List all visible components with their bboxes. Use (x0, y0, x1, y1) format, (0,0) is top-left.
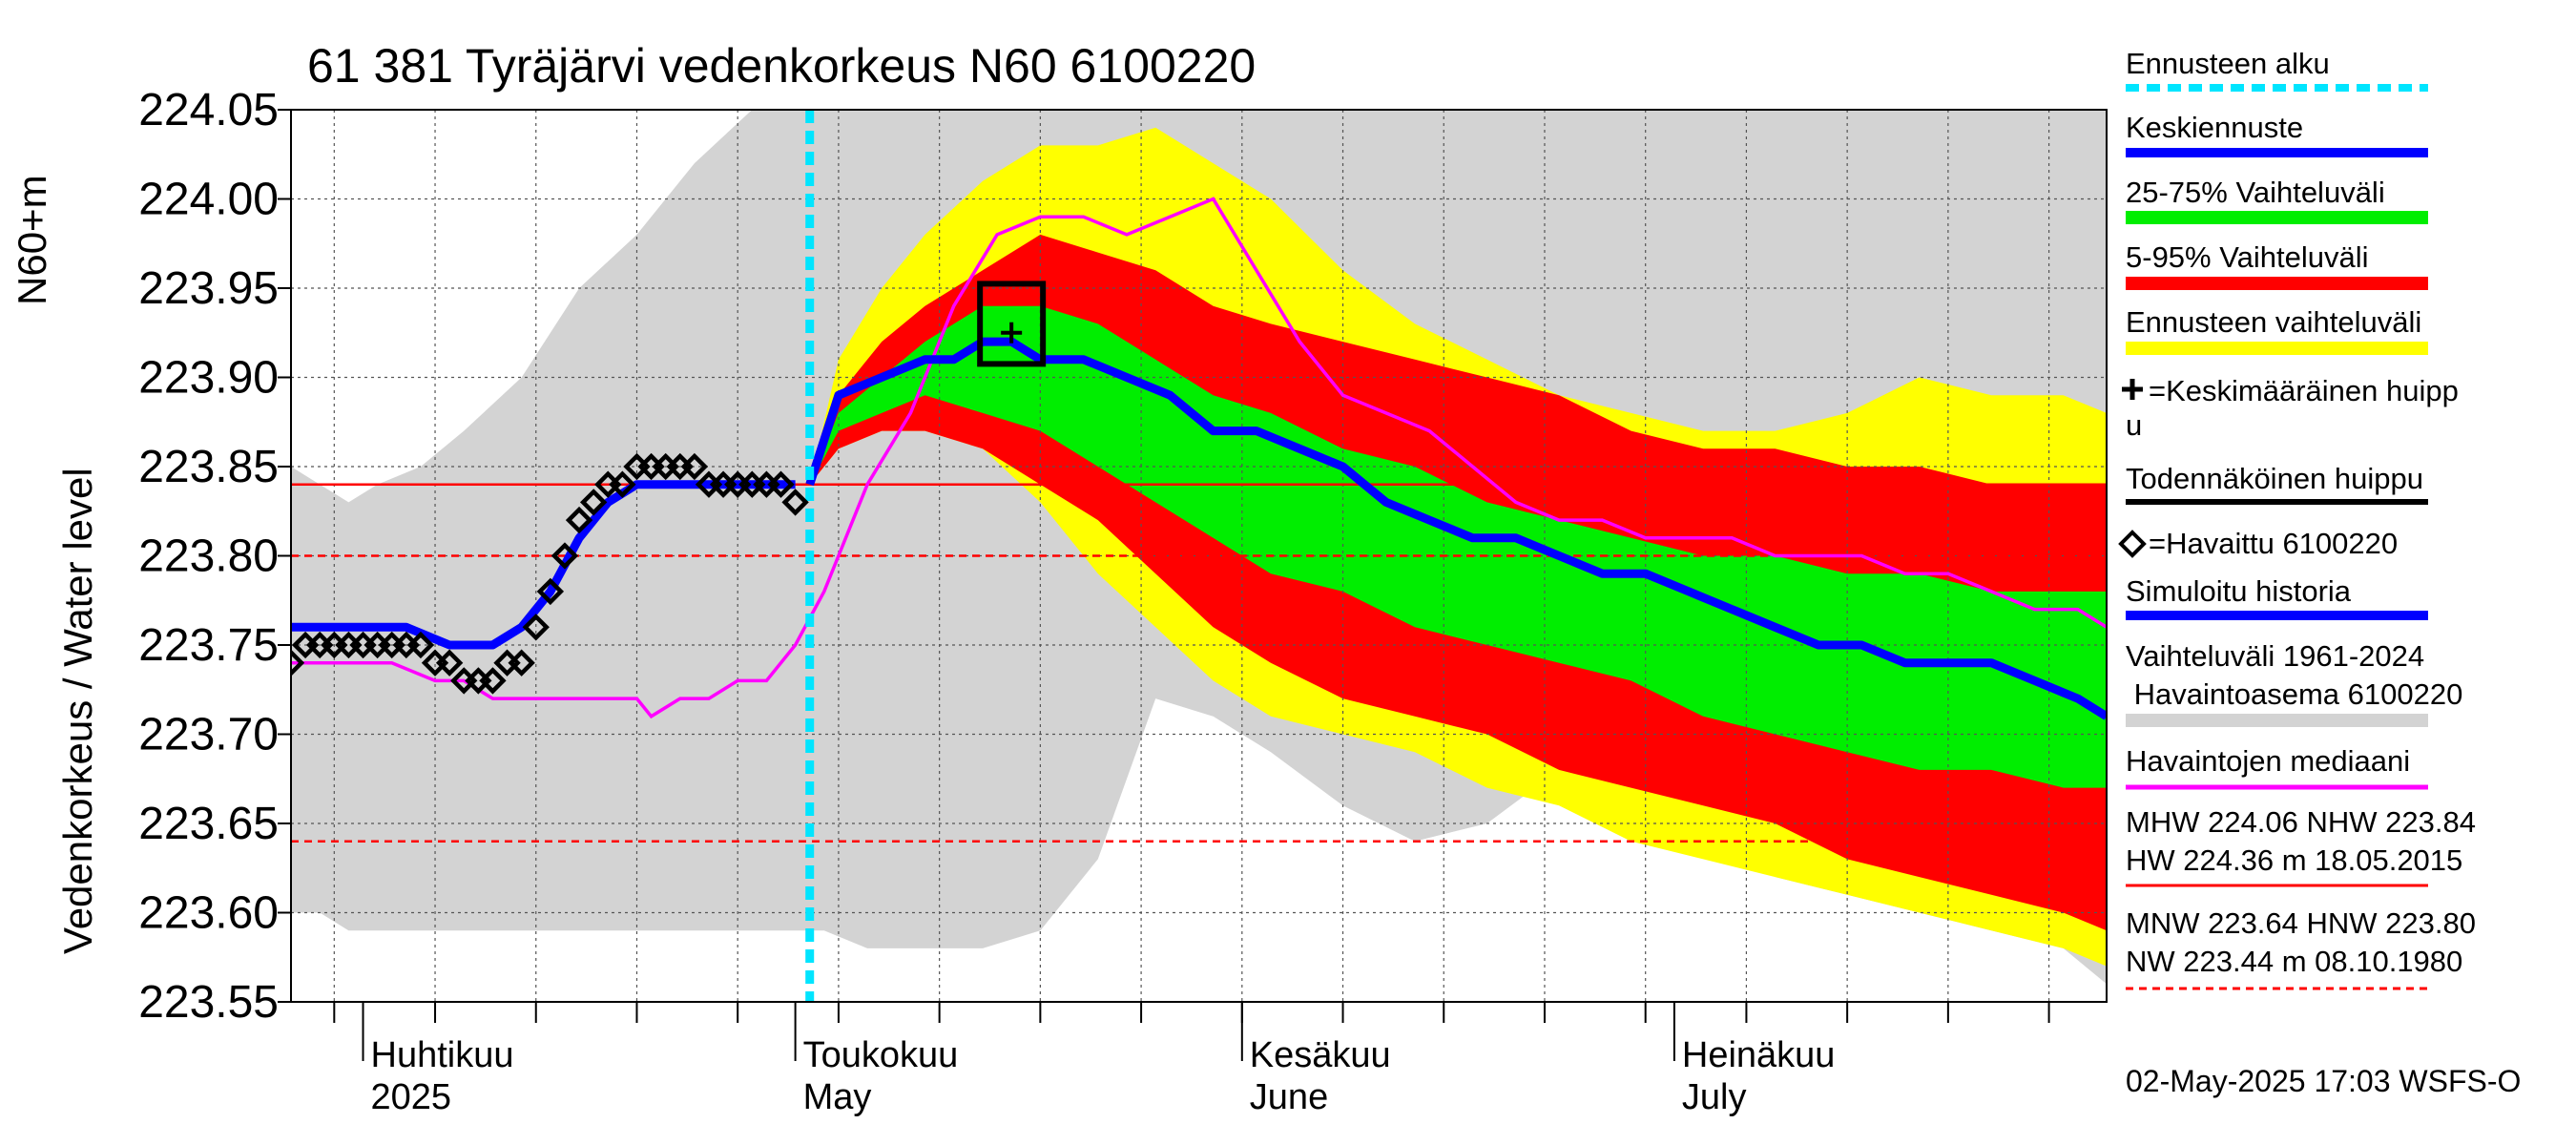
observed-point (291, 649, 305, 677)
legend-band-25-75-label: 25-75% Vaihteluväli (2126, 176, 2385, 209)
observed-point (522, 614, 550, 641)
month-label-fi: Kesäkuu (1250, 1035, 1391, 1075)
timestamp: 02-May-2025 17:03 WSFS-O (2126, 1064, 2521, 1098)
month-label-en: July (1682, 1077, 1747, 1117)
legend-history-station-label: Havaintoasema 6100220 (2126, 677, 2462, 711)
y-tick-label: 223.65 (138, 799, 279, 849)
chart-title: 61 381 Tyräjärvi vedenkorkeus N60 610022… (307, 39, 1256, 93)
y-tick-label: 223.70 (138, 710, 279, 760)
observed-point (609, 470, 636, 498)
observed-point (508, 649, 535, 677)
median-line (291, 197, 2107, 719)
observed-point (565, 506, 593, 534)
legend-observed-marker (2118, 530, 2147, 558)
legend-median-forecast-label: Keskiennuste (2126, 111, 2303, 144)
probable-peak-box (977, 281, 1047, 367)
observed-point (536, 577, 565, 606)
y-tick-label: 223.80 (138, 531, 279, 582)
y-axis-label: Vedenkorkeus / Water level N60+m (10, 175, 100, 954)
legend-simulated-history-label: Simuloitu historia (2126, 574, 2352, 608)
y-tick-label: 224.05 (138, 85, 279, 135)
observed-point (435, 649, 464, 677)
y-tick-label: 223.95 (138, 263, 279, 314)
plot-area (290, 109, 2108, 1003)
legend-probable-peak-label: Todennäköinen huippu (2126, 462, 2423, 495)
y-tick-label: 223.60 (138, 888, 279, 939)
observed-point (551, 542, 579, 570)
legend-history-range-label: Vaihteluväli 1961-2024 (2126, 639, 2424, 673)
observed-point (406, 631, 435, 659)
legend-mean-peak-label: =Keskimääräinen huipp (2149, 374, 2459, 407)
y-tick-label: 224.00 (138, 175, 279, 225)
legend-nw-label: NW 223.44 m 08.10.1980 (2126, 945, 2462, 978)
month-label-fi: Toukokuu (803, 1035, 959, 1075)
legend-mean-peak-marker (2122, 379, 2143, 400)
legend: Ennusteen alku Keskiennuste 25-75% Vaiht… (2118, 47, 2476, 990)
month-label-fi: Huhtikuu (371, 1035, 514, 1075)
mean-peak-marker (1001, 322, 1023, 344)
observed-point (781, 489, 809, 516)
y-tick-label: 223.55 (138, 977, 279, 1028)
y-axis: 223.55 223.60 223.65 223.70 223.75 223.80 223.… (138, 85, 291, 1028)
month-label-en: 2025 (371, 1077, 452, 1117)
median-forecast-line (805, 337, 2107, 720)
y-tick-label: 223.75 (138, 620, 279, 671)
observed-point (579, 489, 608, 516)
observed-point (479, 667, 507, 695)
legend-mhw-label: MHW 224.06 NHW 223.84 (2126, 805, 2476, 839)
band-25-75 (809, 305, 2107, 788)
y-axis-label-unit: N60+m (10, 175, 54, 305)
y-axis-label-main: Vedenkorkeus / Water level (55, 468, 100, 954)
plot-content (291, 110, 2107, 1002)
legend-median-label: Havaintojen mediaani (2126, 744, 2410, 778)
month-label-en: June (1250, 1077, 1328, 1117)
y-tick-label: 223.90 (138, 353, 279, 404)
observed-point (680, 452, 709, 481)
month-label-fi: Heinäkuu (1682, 1035, 1836, 1075)
legend-mnw-label: MNW 223.64 HNW 223.80 (2126, 906, 2476, 940)
legend-mean-peak-label-wrap: u (2126, 408, 2142, 442)
legend-forecast-start-label: Ennusteen alku (2126, 47, 2330, 80)
legend-band-5-95-label: 5-95% Vaihteluväli (2126, 240, 2368, 274)
y-tick-label: 223.85 (138, 442, 279, 492)
legend-hw-label: HW 224.36 m 18.05.2015 (2126, 843, 2462, 877)
month-label-en: May (803, 1077, 872, 1117)
legend-forecast-range-label: Ennusteen vaihteluväli (2126, 305, 2421, 339)
legend-observed-label: =Havaittu 6100220 (2149, 527, 2398, 560)
observed-point (767, 470, 795, 498)
